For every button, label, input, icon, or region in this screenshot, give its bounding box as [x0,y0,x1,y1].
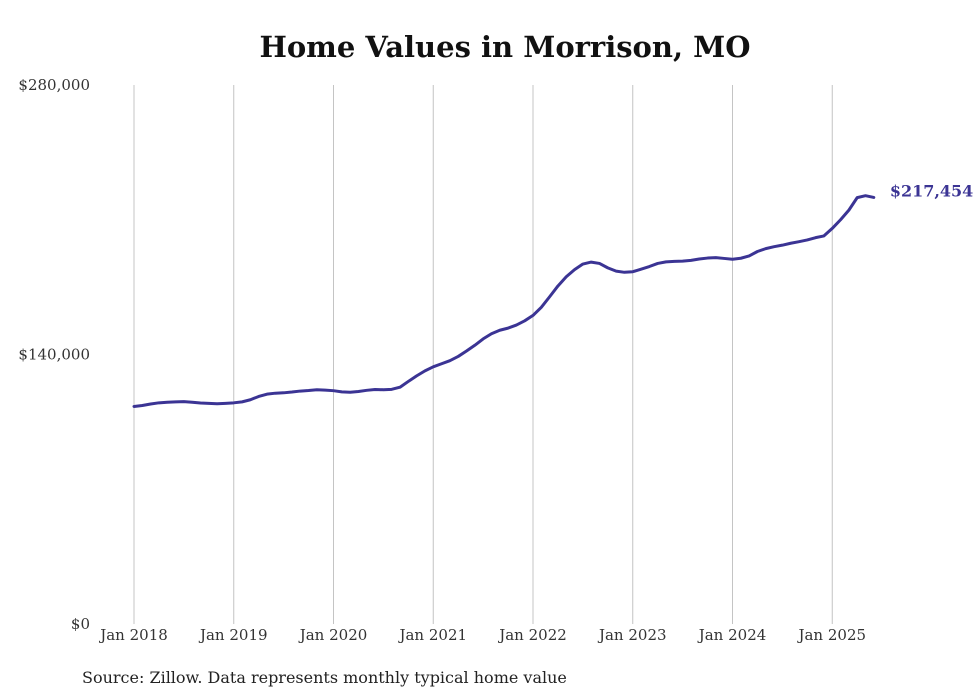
y-tick-label: $0 [71,615,90,633]
x-tick-label: Jan 2020 [298,626,368,644]
y-tick-label: $280,000 [18,76,90,94]
x-tick-label: Jan 2021 [397,626,467,644]
y-axis-ticks: $0 $140,000 $280,000 [18,76,90,633]
chart-title: Home Values in Morrison, MO [259,30,751,64]
home-value-line [132,194,876,408]
x-tick-label: Jan 2019 [198,626,268,644]
x-tick-label: Jan 2018 [98,626,168,644]
y-tick-label: $140,000 [18,346,90,364]
x-tick-label: Jan 2022 [497,626,567,644]
latest-value-label: $217,454 [890,181,974,200]
x-tick-label: Jan 2024 [697,626,767,644]
x-axis-ticks: Jan 2018 Jan 2019 Jan 2020 Jan 2021 Jan 2022… [98,626,866,644]
source-note: Source: Zillow. Data represents monthly … [82,668,567,687]
x-tick-label: Jan 2023 [597,626,667,644]
x-tick-label: Jan 2025 [796,626,866,644]
gridlines [133,85,833,624]
